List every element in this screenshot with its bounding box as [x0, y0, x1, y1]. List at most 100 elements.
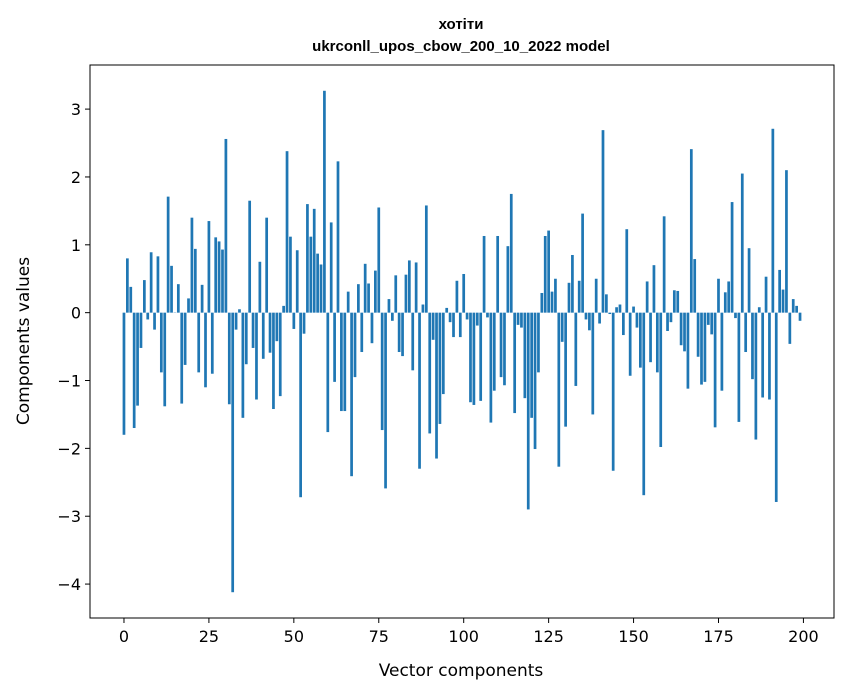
- bar: [662, 216, 666, 313]
- bar: [560, 312, 564, 342]
- x-axis-label: Vector components: [379, 661, 544, 681]
- bar: [601, 130, 605, 313]
- bar: [639, 312, 642, 368]
- x-tick-label: 125: [533, 627, 564, 646]
- bar: [737, 312, 741, 422]
- bar: [489, 312, 493, 423]
- bar: [183, 312, 187, 365]
- bar: [594, 278, 598, 313]
- bar: [703, 312, 707, 382]
- bar: [798, 312, 802, 321]
- bar: [136, 312, 139, 406]
- bar: [730, 202, 734, 313]
- bar: [713, 312, 717, 428]
- bar: [401, 312, 404, 357]
- bar: [448, 312, 452, 323]
- bar: [421, 304, 425, 313]
- bar: [768, 312, 771, 400]
- bar: [255, 312, 258, 400]
- bar: [170, 265, 173, 313]
- bar: [506, 246, 510, 313]
- bar: [516, 312, 520, 325]
- bar: [143, 280, 146, 313]
- bar: [686, 312, 690, 389]
- bar: [156, 256, 160, 313]
- bar: [210, 312, 214, 374]
- bar: [611, 312, 615, 471]
- y-tick-label: 2: [71, 168, 81, 187]
- bar: [299, 312, 302, 498]
- chart-subtitle: ukrconll_upos_cbow_200_10_2022 model: [312, 38, 610, 55]
- bar: [278, 312, 282, 397]
- bar: [244, 312, 248, 365]
- bar: [435, 312, 438, 459]
- bar: [689, 149, 693, 313]
- bar: [642, 312, 646, 496]
- bar: [625, 229, 629, 313]
- y-tick-label: 1: [71, 236, 81, 255]
- bar: [754, 312, 758, 440]
- bar: [204, 312, 207, 388]
- bar: [509, 193, 513, 313]
- bar: [346, 291, 350, 313]
- bar: [618, 304, 622, 313]
- bar: [428, 312, 432, 434]
- bar: [340, 312, 343, 412]
- y-axis-ticks: −4 −3 −2 −1 0 1 2 3: [57, 100, 90, 594]
- bar: [292, 312, 296, 329]
- bar: [577, 280, 581, 313]
- bar: [672, 290, 676, 313]
- bar: [543, 235, 547, 313]
- x-tick-label: 200: [788, 627, 819, 646]
- bar: [479, 312, 483, 401]
- y-tick-label: −3: [57, 507, 81, 526]
- bar: [445, 307, 449, 313]
- bar: [530, 312, 533, 418]
- bar: [727, 281, 731, 313]
- bar: [251, 312, 255, 348]
- x-tick-label: 100: [448, 627, 479, 646]
- bar: [132, 312, 136, 429]
- bar: [747, 248, 751, 313]
- bar: [669, 312, 673, 323]
- bar: [499, 312, 503, 378]
- bar: [635, 312, 639, 328]
- bar: [221, 249, 224, 313]
- bar: [785, 170, 788, 313]
- bar: [751, 312, 754, 380]
- bar: [628, 312, 632, 376]
- bar: [414, 262, 418, 313]
- bar: [666, 312, 669, 331]
- bar: [723, 292, 727, 313]
- bar: [540, 292, 544, 313]
- bar: [326, 312, 330, 433]
- bar: [778, 269, 781, 313]
- bar: [462, 273, 466, 313]
- bar: [679, 312, 683, 346]
- bar: [744, 312, 748, 353]
- bar: [734, 312, 737, 319]
- bar: [761, 312, 765, 398]
- bar: [153, 312, 156, 330]
- x-tick-label: 75: [369, 627, 389, 646]
- bar: [231, 312, 235, 593]
- bar: [588, 312, 591, 331]
- bar: [377, 207, 381, 313]
- bar: [275, 312, 279, 342]
- bar: [608, 312, 612, 315]
- bar: [503, 312, 506, 386]
- bar: [397, 312, 401, 353]
- bar: [441, 312, 445, 395]
- bar: [166, 196, 170, 313]
- bar: [394, 275, 398, 313]
- bar: [350, 312, 353, 477]
- bar: [791, 299, 795, 313]
- bar: [710, 312, 714, 335]
- bar: [149, 252, 153, 313]
- bar: [557, 312, 561, 467]
- bar: [295, 250, 299, 313]
- bar: [159, 312, 163, 373]
- chart-title: хотіти: [439, 16, 484, 33]
- bar: [547, 230, 550, 313]
- bar: [285, 151, 289, 313]
